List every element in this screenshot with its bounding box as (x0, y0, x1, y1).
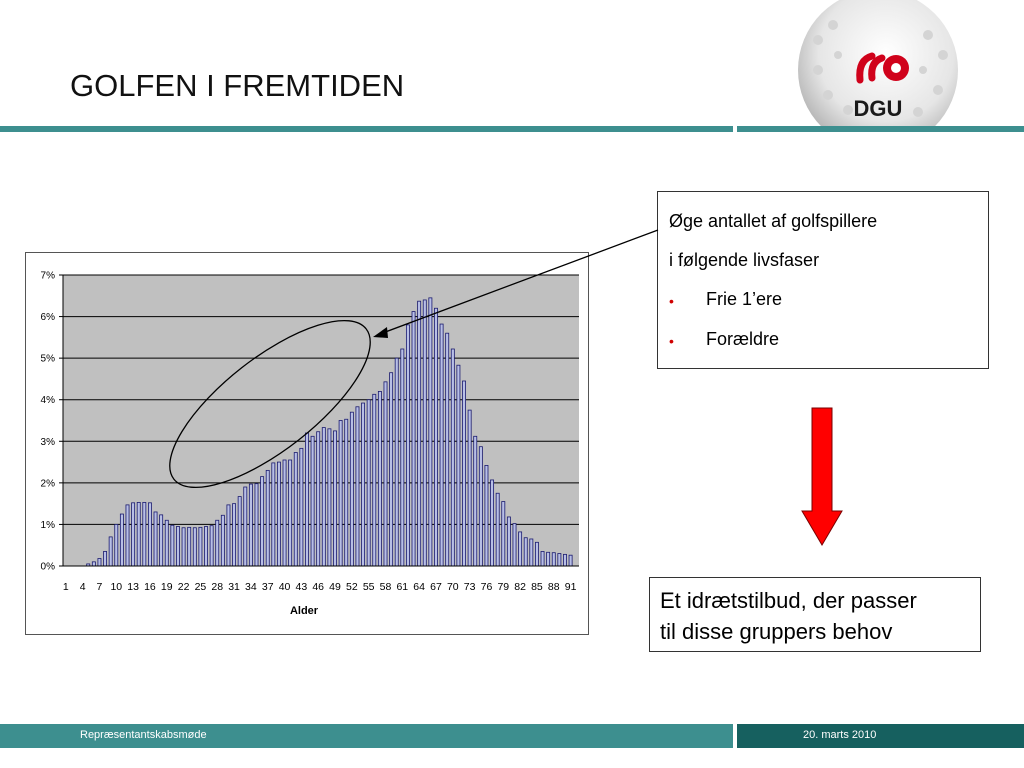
x-tick-label: 13 (127, 581, 139, 593)
dgu-logo-text: DGU (854, 96, 903, 121)
pointer-arrow-line (379, 229, 659, 335)
conclusion-line-1: Et idrætstilbud, der passer (660, 588, 917, 613)
bullet-icon: • (669, 293, 674, 309)
footer-date: 20. marts 2010 (803, 729, 877, 741)
conclusion-box: Et idrætstilbud, der passer til disse gr… (649, 577, 981, 652)
x-tick-label: 91 (565, 581, 577, 593)
x-tick-label: 49 (329, 581, 341, 593)
x-tick-label: 79 (497, 581, 509, 593)
x-tick-label: 46 (312, 581, 324, 593)
x-tick-label: 31 (228, 581, 240, 593)
x-tick-label: 37 (262, 581, 274, 593)
y-tick-label: 1% (41, 520, 56, 531)
x-tick-label: 7 (97, 581, 103, 593)
x-tick-label: 10 (110, 581, 122, 593)
callout-line-2: i følgende livsfaser (669, 250, 820, 270)
callout-bullet-1: Frie 1’ere (706, 289, 783, 309)
x-tick-label: 40 (279, 581, 291, 593)
x-tick-label: 61 (396, 581, 408, 593)
callout-line-1: Øge antallet af golfspillere (669, 211, 878, 231)
dgu-logo: DGU (798, 0, 958, 128)
footer-right-band (737, 724, 1024, 748)
y-tick-label: 0% (41, 562, 56, 573)
conclusion-line-2: til disse gruppers behov (660, 619, 893, 644)
x-tick-label: 88 (548, 581, 560, 593)
header-rule-right (737, 126, 1024, 132)
callout-box: Øge antallet af golfspillere i følgende … (657, 191, 989, 369)
x-tick-label: 16 (144, 581, 156, 593)
header-rule-left (0, 126, 733, 132)
y-tick-label: 4% (41, 395, 56, 406)
footer-bar: Repræsentantskabsmøde 20. marts 2010 (0, 724, 1024, 748)
x-tick-label: 73 (464, 581, 476, 593)
x-tick-label: 58 (380, 581, 392, 593)
x-tick-label: 85 (531, 581, 543, 593)
y-tick-label: 2% (41, 478, 56, 489)
callout-bullet-2: Forældre (706, 329, 780, 349)
x-tick-label: 67 (430, 581, 442, 593)
x-tick-label: 1 (63, 581, 69, 593)
x-tick-label: 22 (178, 581, 190, 593)
x-tick-label: 34 (245, 581, 257, 593)
x-tick-label: 55 (363, 581, 375, 593)
x-tick-label: 82 (514, 581, 526, 593)
x-tick-label: 76 (481, 581, 493, 593)
x-tick-label: 4 (80, 581, 86, 593)
dgu-emblem-icon (856, 52, 909, 84)
y-tick-label: 6% (41, 312, 56, 323)
down-arrow-icon (801, 407, 843, 546)
y-tick-label: 5% (41, 354, 56, 365)
y-tick-label: 7% (41, 271, 56, 282)
x-tick-label: 70 (447, 581, 459, 593)
x-tick-label: 64 (413, 581, 425, 593)
pointer-arrowhead-icon (373, 327, 388, 338)
x-tick-label: 25 (195, 581, 207, 593)
x-tick-label: 28 (211, 581, 223, 593)
x-tick-label: 19 (161, 581, 173, 593)
footer-left-band (0, 724, 733, 748)
x-tick-label: 43 (296, 581, 308, 593)
slide-title: GOLFEN I FREMTIDEN (70, 68, 405, 103)
x-axis-label: Alder (290, 605, 319, 617)
x-tick-label: 52 (346, 581, 358, 593)
highlight-ellipse (169, 319, 371, 489)
bullet-icon: • (669, 333, 674, 349)
footer-event-name: Repræsentantskabsmøde (80, 729, 207, 741)
y-tick-label: 3% (41, 437, 56, 448)
